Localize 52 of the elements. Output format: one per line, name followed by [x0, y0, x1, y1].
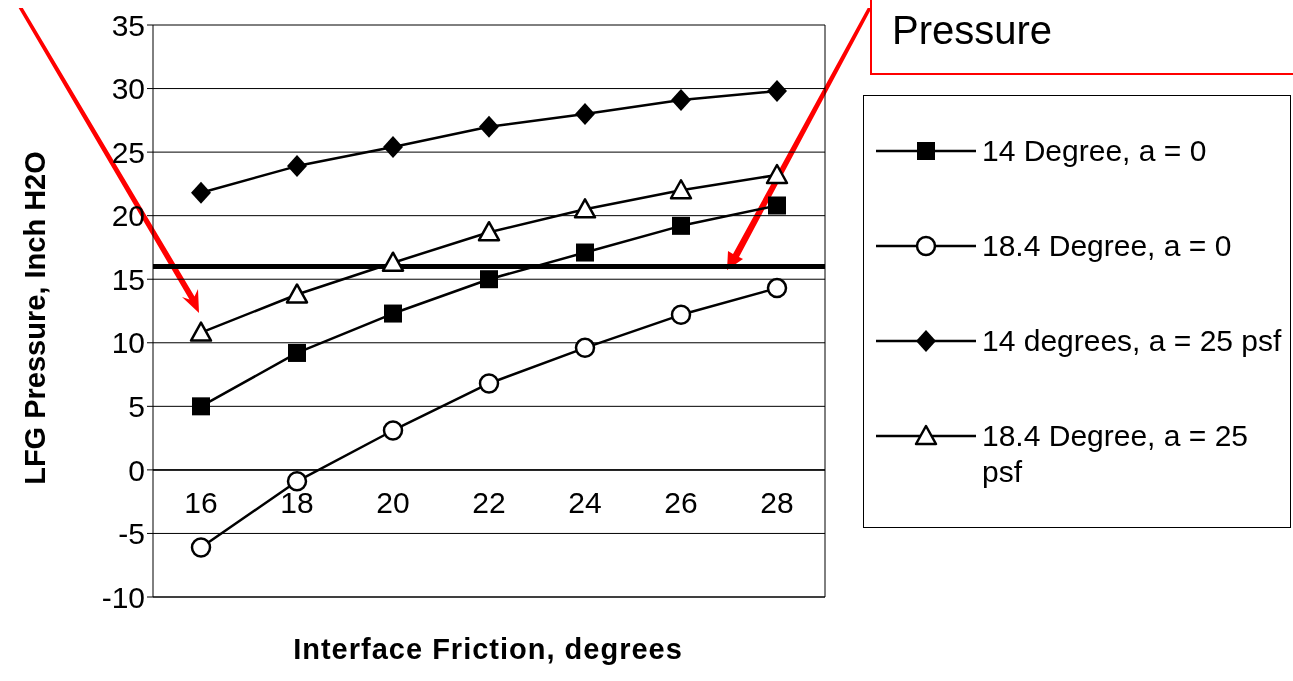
point — [189, 321, 213, 342]
point — [671, 89, 691, 111]
x-axis-title: Interface Friction, degrees — [292, 633, 684, 666]
legend-label: 14 Degree, a = 0 — [982, 133, 1208, 170]
point — [381, 251, 405, 272]
point — [478, 373, 500, 394]
x-tick-label: 26 — [664, 485, 698, 519]
point — [576, 243, 594, 262]
point — [574, 337, 596, 359]
x-tick-label: 22 — [472, 485, 506, 519]
point — [670, 304, 692, 326]
point — [480, 270, 498, 289]
point — [286, 471, 308, 492]
y-tick-label: 30 — [111, 72, 145, 106]
point — [382, 420, 404, 441]
point — [192, 397, 210, 416]
point — [477, 220, 501, 242]
point — [384, 304, 402, 323]
x-tick-label: 28 — [760, 485, 794, 519]
point — [383, 136, 403, 159]
legend-label: 18.4 Degree, a = 0 — [982, 228, 1233, 265]
y-tick-label: 15 — [111, 262, 145, 296]
point — [766, 277, 788, 299]
y-tick-label: 10 — [111, 326, 145, 360]
x-tick-label: 20 — [376, 485, 410, 519]
point — [479, 115, 499, 138]
x-tick-label: 24 — [568, 485, 602, 519]
legend-label: 14 degrees, a = 25 psf — [982, 322, 1282, 359]
point — [765, 163, 789, 185]
y-tick-label: 5 — [128, 389, 145, 423]
point — [575, 102, 595, 125]
text: Pressure — [870, 0, 1293, 75]
point — [672, 216, 690, 235]
y-tick-label: 20 — [111, 199, 145, 233]
y-axis-title: LFG Pressure, Inch H2O — [18, 151, 52, 485]
point — [288, 343, 306, 362]
y-tick-label: 0 — [128, 453, 145, 487]
point — [768, 196, 786, 215]
point — [285, 283, 309, 304]
point — [669, 178, 693, 200]
y-tick-label: -5 — [118, 517, 145, 551]
point — [767, 80, 787, 103]
x-tick-label: 16 — [184, 485, 218, 519]
y-tick-label: -10 — [101, 580, 145, 614]
x-tick-label: 18 — [280, 485, 314, 519]
point — [190, 537, 212, 558]
y-tick-label: 35 — [111, 8, 145, 42]
y-tick-label: 25 — [111, 135, 145, 169]
point — [191, 181, 211, 204]
legend-label: 18.4 Degree, a = 25 psf — [982, 417, 1250, 490]
point — [573, 198, 597, 219]
point — [287, 155, 307, 178]
